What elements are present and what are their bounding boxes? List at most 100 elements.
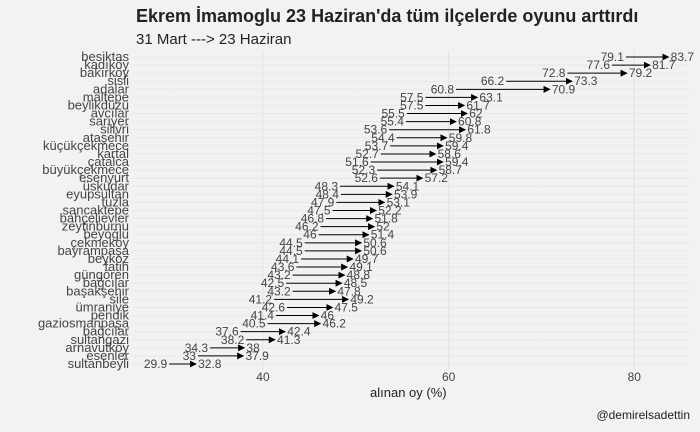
end-value-label: 52 [376,220,390,234]
y-tick-label: kartal [97,146,129,161]
start-value-label: 48.3 [315,179,339,193]
x-tick-label: 60 [442,370,456,384]
start-value-label: 46.2 [295,220,319,234]
y-tick-label: sile [109,291,129,306]
start-value-label: 53.7 [365,139,389,153]
start-value-label: 37.6 [215,325,239,339]
start-value-label: 55.5 [381,107,405,121]
y-tick-label: bakırköy [80,65,130,80]
start-value-label: 52.3 [352,163,376,177]
end-value-label: 32.8 [198,357,222,371]
y-tick-label: sancaktepe [63,203,130,218]
end-value-label: 60.8 [458,115,482,129]
end-value-label: 51.8 [375,212,399,226]
start-value-label: 41.4 [251,309,275,323]
y-tick-label: bağcılar [83,324,130,339]
y-tick-label: arnavutköy [65,340,129,355]
start-value-label: 46.8 [301,212,325,226]
y-tick-label: güngören [74,267,129,282]
y-tick-label: eyupsultan [66,186,129,201]
end-value-label: 38 [246,341,260,355]
y-tick-label: bahçelievler [60,211,130,226]
start-value-label: 57.5 [400,98,424,112]
start-value-label: 42.5 [261,276,285,290]
start-value-label: 55.4 [381,115,405,129]
start-value-label: 34.3 [185,341,209,355]
end-value-label: 49.1 [349,260,373,274]
start-value-label: 52.6 [355,171,379,185]
end-value-label: 63.1 [479,90,503,104]
end-value-label: 70.9 [552,82,576,96]
y-tick-label: başakşehir [66,283,130,298]
y-tick-label: çekmeköy [70,235,129,250]
x-tick-label: 80 [628,370,642,384]
end-value-label: 41.3 [277,333,301,347]
start-value-label: 44.1 [276,252,300,266]
chart-caption: @demirelsadettin [596,408,690,422]
y-tick-label: esenyurt [79,170,129,185]
y-tick-label: pendik [91,308,130,323]
start-value-label: 47.5 [307,204,331,218]
y-tick-label: ümraniye [76,299,129,314]
y-tick-label: silivri [100,122,129,137]
start-value-label: 38.2 [221,333,245,347]
end-value-label: 49.7 [355,252,379,266]
y-tick-label: sarıyer [89,114,129,129]
start-value-label: 51.6 [345,155,369,169]
end-value-label: 46 [321,309,335,323]
x-axis-title: alınan oy (%) [370,385,447,400]
end-value-label: 83.7 [671,50,695,64]
end-value-label: 59.4 [445,139,469,153]
end-value-label: 50.6 [363,236,387,250]
y-tick-label: beylikdüzü [68,97,129,112]
y-tick-label: ataşehir [83,130,130,145]
y-tick-label: sisli [107,73,129,88]
start-value-label: 33 [183,349,197,363]
y-tick-label: bayrampaşa [57,243,129,258]
start-value-label: 77.6 [587,58,611,72]
end-value-label: 53.9 [394,187,418,201]
end-value-label: 81.7 [652,58,676,72]
y-tick-label: zeytinburnu [62,219,129,234]
end-value-label: 54.1 [396,179,420,193]
start-value-label: 79.1 [601,50,625,64]
start-value-label: 48.4 [316,187,340,201]
y-tick-label: kadıköy [84,57,129,72]
end-value-label: 61.8 [467,123,491,137]
end-value-label: 61.7 [466,98,490,112]
end-value-label: 52.2 [378,204,402,218]
end-value-label: 57.2 [425,171,449,185]
end-value-label: 42.4 [287,325,311,339]
y-tick-label: çatalca [88,154,130,169]
chart-subtitle: 31 Mart ---> 23 Haziran [136,31,292,48]
end-value-label: 59.4 [445,155,469,169]
end-value-label: 53.1 [387,195,411,209]
start-value-label: 54.4 [371,131,395,145]
value-labels: 79.1 83.7 77.6 81.7 72.8 79.2 66.2 73.3 60.8 70.9… [144,50,694,371]
y-tick-label: sultangazi [70,332,129,347]
start-value-label: 43.2 [267,268,291,282]
end-value-label: 58.6 [438,147,462,161]
start-value-label: 72.8 [542,66,566,80]
end-value-label: 51.4 [371,228,395,242]
start-value-label: 41.2 [249,292,273,306]
y-tick-label: tuzla [102,194,130,209]
y-tick-label: adalar [93,81,130,96]
y-tick-label: beyoğlu [83,227,129,242]
start-value-label: 40.5 [242,317,266,331]
y-tick-label: beykoz [88,251,129,266]
y-tick-label: üsküdar [83,178,130,193]
end-value-label: 37.9 [245,349,269,363]
end-value-label: 48.5 [344,276,368,290]
y-axis-labels: besiktaskadıköybakırköysisliadalarmaltep… [38,49,130,371]
start-value-label: 47.9 [311,195,335,209]
end-value-label: 62 [469,107,483,121]
start-value-label: 46 [303,228,317,242]
y-tick-label: esenler [86,348,129,363]
start-value-label: 53.6 [364,123,388,137]
start-value-label: 44.5 [279,236,303,250]
end-value-label: 47.5 [335,300,359,314]
y-tick-label: sultanbeyli [68,356,130,371]
start-value-label: 43.6 [271,260,295,274]
